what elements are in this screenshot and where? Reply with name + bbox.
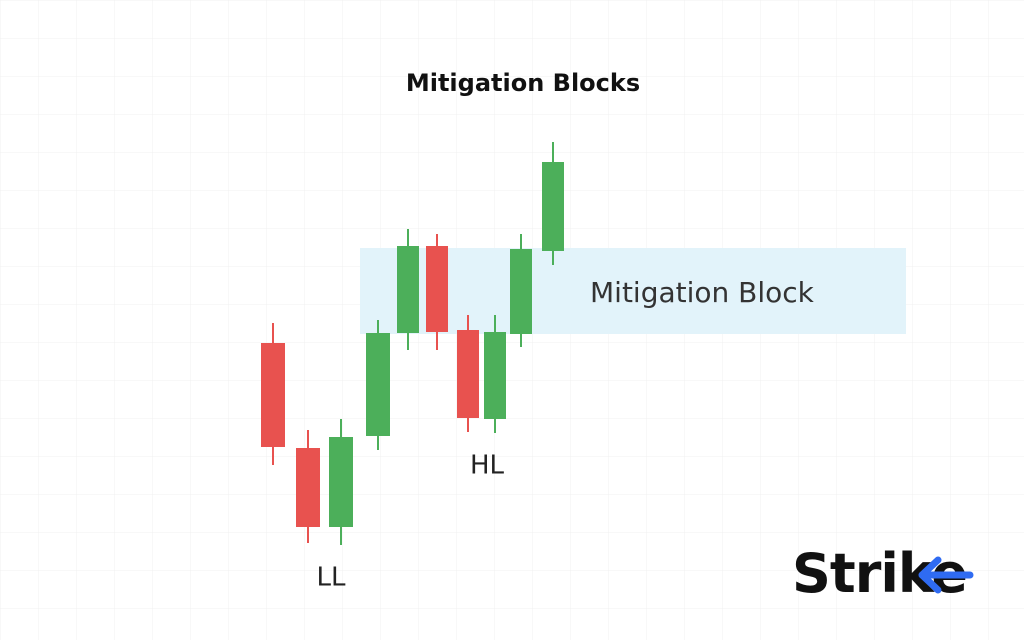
- candle-body: [296, 448, 320, 527]
- logo-arrow: [918, 556, 974, 594]
- candle-body: [261, 343, 285, 447]
- hl-label: HL: [470, 451, 505, 481]
- candle-body: [426, 246, 448, 332]
- candle-body: [542, 162, 564, 251]
- candle-body: [366, 333, 390, 436]
- candle-body: [329, 437, 353, 527]
- candle-body: [510, 249, 532, 334]
- candle-body: [484, 332, 506, 419]
- logo: Strike: [792, 542, 974, 605]
- candle-body: [397, 246, 419, 333]
- ll-label: LL: [317, 563, 346, 593]
- candle-body: [457, 330, 479, 418]
- candles: [261, 142, 564, 545]
- mitigation-block-zone: [360, 248, 906, 334]
- title: Mitigation Blocks: [406, 69, 640, 97]
- block-label: Mitigation Block: [590, 276, 815, 309]
